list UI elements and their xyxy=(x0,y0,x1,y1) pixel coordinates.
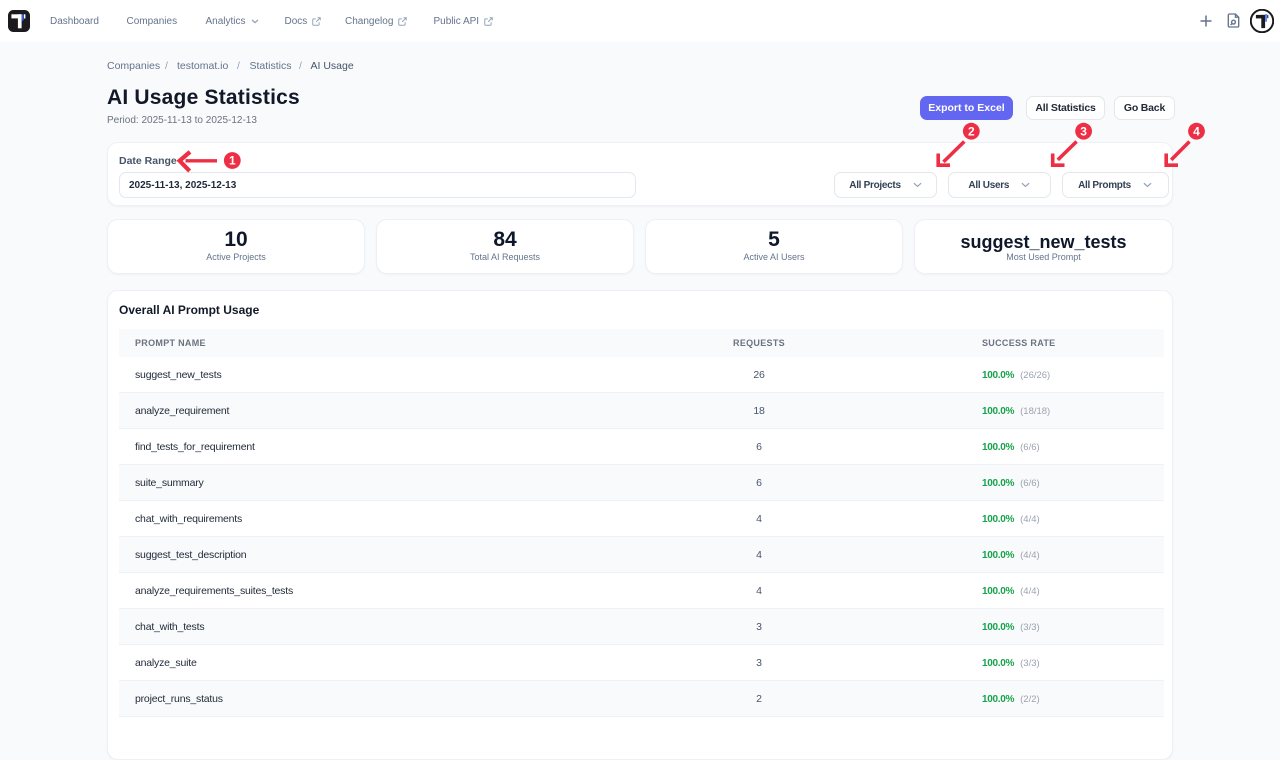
svg-text:4: 4 xyxy=(1193,124,1200,138)
svg-text:3: 3 xyxy=(1080,124,1087,138)
svg-text:2: 2 xyxy=(968,124,975,138)
